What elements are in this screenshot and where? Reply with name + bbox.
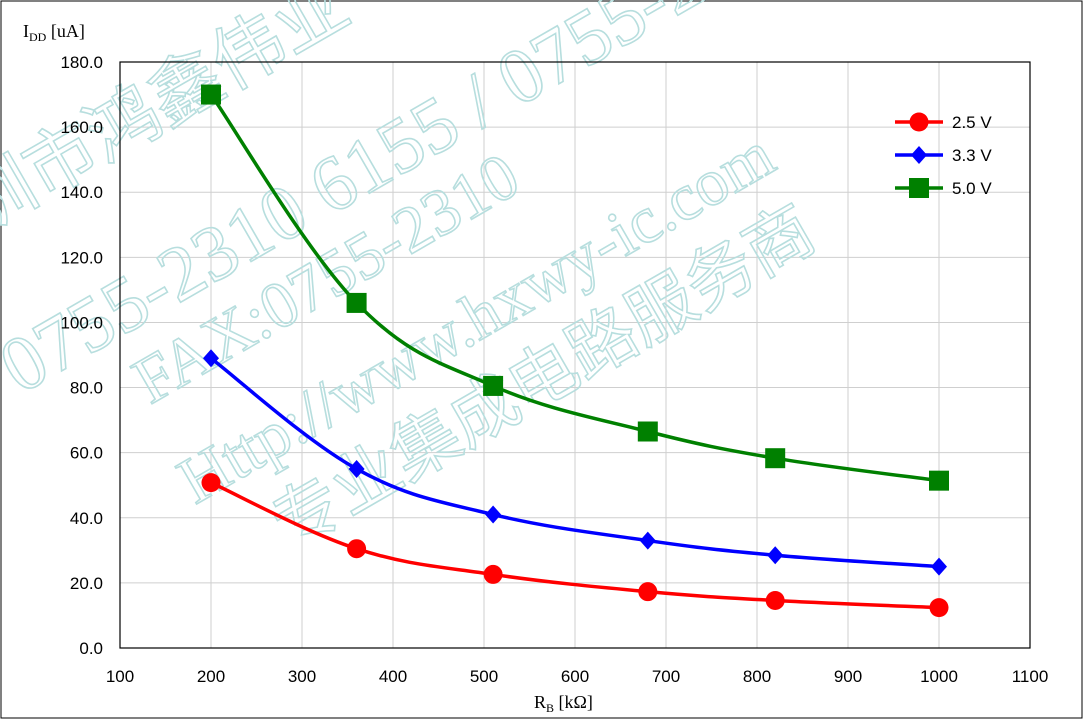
x-tick-label: 800 (743, 667, 771, 686)
series-line (210, 481, 940, 610)
y-tick-label: 80.0 (70, 379, 103, 398)
legend: 2.5 V 3.3 V 5.0 V (895, 112, 992, 198)
data-point (346, 292, 367, 313)
y-tick-labels: 0.0 20.0 40.0 60.0 80.0 100.0 120.0 140.0 160.0 1… (60, 53, 103, 658)
data-point (639, 531, 656, 550)
legend-item: 3.3 V (895, 146, 992, 165)
x-tick-labels: 100 200 300 400 500 600 700 800 900 1000 1100 (106, 667, 1048, 686)
y-tick-label: 0.0 (79, 639, 103, 658)
y-axis-title: IDD [uA] (23, 21, 85, 44)
y-tick-label: 100.0 (60, 313, 103, 332)
data-point (637, 421, 658, 442)
legend-item: 5.0 V (895, 178, 992, 198)
plot-area (119, 61, 1031, 649)
data-point (201, 473, 221, 493)
legend-swatch-marker (909, 178, 929, 198)
x-tick-label: 900 (834, 667, 862, 686)
data-point (348, 459, 365, 478)
legend-swatch-marker (911, 146, 927, 164)
legend-label: 5.0 V (952, 179, 992, 198)
legend-label: 3.3 V (952, 146, 992, 165)
y-tick-label: 120.0 (60, 248, 103, 267)
data-point (931, 557, 947, 576)
data-point (201, 84, 221, 105)
data-point (347, 539, 367, 559)
series-line (209, 93, 940, 483)
data-point (765, 590, 785, 610)
x-tick-label: 400 (379, 667, 407, 686)
x-tick-label: 300 (288, 667, 316, 686)
x-tick-label: 100 (106, 667, 134, 686)
legend-item: 2.5 V (895, 112, 992, 132)
y-tick-label: 180.0 (60, 53, 103, 72)
x-tick-label: 200 (197, 667, 225, 686)
data-point (929, 470, 949, 491)
y-tick-label: 40.0 (70, 509, 103, 528)
series (201, 84, 949, 491)
x-tick-label: 500 (470, 667, 498, 686)
y-tick-label: 20.0 (70, 574, 103, 593)
y-tick-label: 160.0 (60, 118, 103, 137)
data-point (929, 598, 949, 618)
data-point (485, 505, 502, 524)
data-point (765, 448, 786, 469)
series (203, 349, 947, 576)
y-tick-label: 60.0 (70, 444, 103, 463)
x-tick-label: 600 (561, 667, 589, 686)
data-point (483, 375, 504, 396)
y-tick-label: 140.0 (60, 183, 103, 202)
series (201, 473, 949, 618)
series-group (201, 84, 949, 618)
data-point (483, 564, 503, 584)
x-tick-label: 700 (652, 667, 680, 686)
data-point (767, 546, 784, 565)
legend-label: 2.5 V (952, 113, 992, 132)
x-axis-title: RB [kΩ] (534, 692, 593, 715)
series-line (209, 356, 940, 569)
x-tick-label: 1100 (1012, 667, 1049, 686)
x-tick-label: 1000 (920, 667, 958, 686)
legend-swatch-marker (909, 112, 929, 132)
data-point (203, 349, 219, 368)
data-point (638, 582, 658, 602)
